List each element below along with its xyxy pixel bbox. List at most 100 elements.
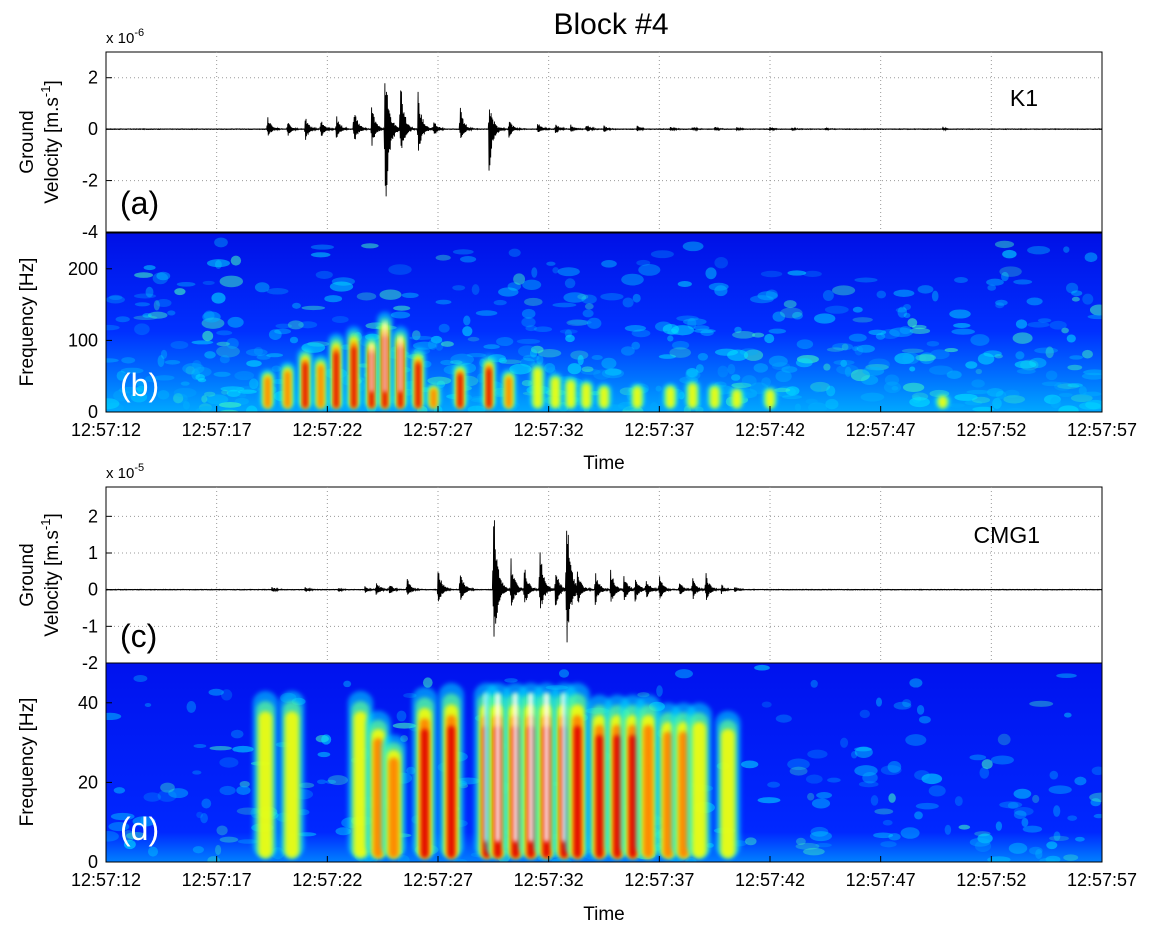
spectrogram-noise	[289, 336, 299, 344]
spectrogram-noise	[975, 368, 983, 375]
spectrogram-noise	[136, 385, 147, 393]
spectrogram-noise	[513, 273, 526, 285]
spectrogram-energy	[421, 728, 429, 858]
spectrogram-noise	[552, 302, 577, 308]
spectrogram-noise	[525, 325, 537, 332]
spectrogram-noise	[143, 792, 162, 802]
spectrogram-noise	[787, 270, 807, 276]
spectrogram-noise	[266, 353, 284, 358]
spectrogram-noise	[954, 277, 968, 283]
spectrogram-noise	[907, 318, 918, 328]
spectrogram-noise	[1008, 842, 1028, 854]
spectrogram-noise	[745, 837, 757, 846]
spectrogram-noise	[772, 311, 786, 322]
spectrogram-noise	[752, 332, 765, 338]
spectrogram-noise	[214, 237, 228, 248]
spectrogram-noise	[862, 366, 885, 376]
spectrogram-noise	[916, 705, 925, 715]
spectrogram-noise	[840, 737, 849, 748]
spectrogram-noise	[1015, 319, 1028, 329]
spectrogram-noise	[794, 403, 802, 412]
spectrogram-noise	[493, 299, 507, 306]
spectrogram-noise	[805, 774, 823, 784]
spectrogram-noise	[219, 757, 239, 768]
spectrogram-noise	[620, 346, 635, 356]
spectrogram-noise	[1027, 321, 1050, 328]
spectrogram-noise	[810, 679, 818, 688]
spectrogram-energy	[643, 724, 654, 858]
spectrogram-energy	[533, 367, 542, 408]
spectrogram-noise	[717, 365, 729, 378]
spectrogram-noise	[1022, 825, 1043, 833]
spectrogram-noise	[875, 697, 883, 707]
spectrogram-noise	[568, 319, 592, 325]
spectrogram-noise	[220, 409, 239, 412]
spectrogram-noise	[824, 305, 849, 314]
spectrogram-noise	[903, 312, 911, 318]
spectrogram-noise	[530, 345, 544, 354]
spectrogram-noise	[854, 345, 864, 356]
spectrogram-noise	[768, 355, 788, 367]
ytick-label: 2	[88, 506, 98, 526]
spectrogram-energy	[765, 389, 775, 408]
spectrogram-noise	[524, 297, 543, 306]
spectrogram-noise	[1053, 831, 1061, 841]
spectrogram-noise	[310, 244, 334, 250]
spectrogram-noise	[565, 334, 575, 343]
spectrogram-noise	[677, 280, 692, 288]
spectrogram-energy	[458, 373, 463, 408]
spectrogram-noise	[134, 378, 147, 388]
spectrogram-energy	[351, 346, 356, 408]
spectrogram-energy	[599, 386, 609, 408]
spectrogram-noise	[106, 358, 119, 363]
spectrogram-noise	[792, 311, 803, 320]
ytick-label: 40	[78, 693, 98, 713]
xtick-label: 12:57:52	[956, 420, 1026, 440]
spectrogram-energy	[258, 711, 273, 858]
spectrogram-noise	[1039, 858, 1056, 862]
spectrogram-noise	[972, 406, 995, 412]
spectrogram-noise	[965, 361, 978, 369]
spectrogram-noise	[172, 392, 184, 404]
spectrogram-noise	[106, 712, 122, 721]
ytick-label: -2	[82, 171, 98, 191]
spectrogram-noise	[268, 329, 282, 340]
spectrogram-noise	[1069, 355, 1083, 360]
spectrogram-energy	[447, 725, 455, 858]
spectrogram-noise	[1035, 849, 1043, 859]
panel-c: 210-1-2 x 10-5 Ground Velocity [m.s-1] C…	[17, 462, 1103, 673]
spectrogram-noise	[743, 349, 764, 361]
spectrogram-noise	[226, 337, 239, 350]
spectrogram-noise	[997, 733, 1011, 746]
panel-a-ylabel-main: Velocity [m.s	[42, 97, 63, 204]
spectrogram-noise	[977, 833, 993, 844]
spectrogram-noise	[152, 272, 169, 285]
spectrogram-noise	[581, 366, 594, 373]
spectrogram-noise	[1082, 293, 1094, 305]
spectrogram-noise	[256, 354, 271, 360]
spectrogram-noise	[854, 765, 878, 777]
spectrogram-noise	[321, 734, 332, 745]
spectrogram-noise	[134, 302, 150, 307]
spectrogram-noise	[1001, 271, 1009, 282]
spectrogram-noise	[335, 827, 352, 836]
spectrogram-noise	[848, 333, 867, 342]
spectrogram-noise	[854, 746, 873, 758]
spectrogram-noise	[832, 285, 856, 296]
spectrogram-noise	[147, 846, 159, 857]
spectrogram-noise	[1054, 381, 1072, 391]
spectrogram-noise	[522, 354, 540, 362]
spectrogram-noise	[714, 256, 728, 269]
spectrogram-noise	[201, 798, 212, 809]
spectrogram-noise	[471, 284, 480, 296]
spectrogram-noise	[120, 367, 144, 374]
spectrogram-noise	[929, 365, 953, 375]
spectrogram-noise	[1078, 402, 1101, 410]
spectrogram-noise	[827, 777, 841, 783]
spectrogram-noise	[1082, 391, 1102, 397]
spectrogram-noise	[216, 825, 228, 836]
spectrogram-noise	[564, 329, 573, 338]
spectrogram-noise	[774, 387, 791, 393]
spectrogram-noise	[196, 811, 203, 819]
spectrogram-noise	[113, 389, 132, 402]
